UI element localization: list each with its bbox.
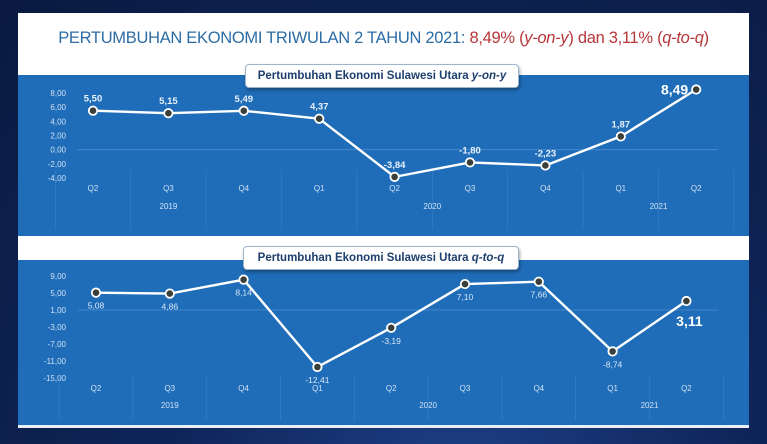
- year-label: 2021: [650, 202, 668, 211]
- chart-qtq-plot: 9,00 5,00 1,00 -3,00 -7,00 -11,00 -15,00 Q2 Q3 Q4…: [43, 272, 724, 420]
- chart-title-text: Pertumbuhan Ekonomi Sulawesi Utara: [257, 70, 472, 82]
- data-point-marker: [163, 108, 174, 119]
- year-label: 2020: [423, 202, 441, 211]
- y-tick-label: -11,00: [44, 357, 67, 366]
- x-tick-label: Q2: [91, 384, 102, 393]
- data-label: 5,49: [235, 94, 254, 105]
- y-tick-label: 4,00: [50, 117, 66, 126]
- chart-title-term: q-to-q: [471, 252, 505, 264]
- data-label: 1,87: [612, 119, 631, 130]
- year-label: 2020: [419, 401, 437, 410]
- y-tick-label: -7,00: [48, 340, 67, 349]
- data-label: -12,41: [305, 375, 329, 385]
- y-tick-label: -2,00: [48, 160, 67, 169]
- data-label: 5,15: [159, 96, 178, 107]
- data-point-marker: [615, 131, 626, 142]
- x-tick-label: Q1: [615, 184, 626, 193]
- data-point-marker: [238, 274, 249, 285]
- chart-yoy: 8,00 6,00 4,00 2,00 0,00 -2,00 -4,00 Q2 Q3 Q4 Q1 Q2…: [18, 75, 749, 236]
- year-label: 2019: [161, 401, 179, 410]
- data-label: -8,74: [603, 359, 623, 369]
- y-tick-label: 0,00: [50, 146, 66, 155]
- data-label: 7,10: [457, 292, 474, 302]
- x-tick-label: Q3: [465, 184, 476, 193]
- paren-close: ): [568, 29, 574, 47]
- y-tick-label: 2,00: [50, 132, 66, 141]
- qtq-term: q-to-q: [662, 29, 704, 47]
- y-tick-label: -4,00: [48, 174, 67, 183]
- yoy-value: 8,49%: [469, 29, 516, 47]
- x-tick-label: Q2: [386, 384, 397, 393]
- y-tick-label: 1,00: [50, 306, 66, 315]
- x-tick-label: Q2: [88, 184, 99, 193]
- x-tick-label: Q4: [238, 184, 249, 193]
- paren-close: ): [703, 29, 710, 47]
- x-tick-label: Q2: [691, 184, 702, 193]
- qtq-value: 3,11%: [608, 29, 653, 47]
- data-point-marker: [87, 105, 99, 116]
- data-label: 5,08: [88, 301, 105, 311]
- x-tick-label: Q1: [314, 184, 325, 193]
- data-point-marker: [459, 278, 471, 290]
- paren-open: (: [652, 29, 663, 47]
- y-tick-label: -3,00: [48, 323, 67, 332]
- title-prefix: PERTUMBUHAN EKONOMI TRIWULAN 2 TAHUN 202…: [58, 29, 470, 47]
- data-point-marker: [314, 113, 325, 124]
- chart-qtq: 9,00 5,00 1,00 -3,00 -7,00 -11,00 -15,00 Q2 Q3 Q4…: [18, 260, 749, 428]
- x-tick-label: Q1: [607, 384, 618, 393]
- chart-yoy-title: Pertumbuhan Ekonomi Sulawesi Utara y-on-…: [245, 64, 519, 88]
- x-tick-label: Q1: [312, 384, 323, 393]
- data-point-marker: [386, 322, 397, 333]
- data-point-marker: [90, 287, 102, 298]
- chart-title-term: y-on-y: [471, 70, 507, 82]
- y-tick-label: 5,00: [50, 289, 66, 298]
- x-tick-label: Q3: [163, 184, 174, 193]
- yoy-term: y-on-y: [524, 29, 569, 47]
- x-tick-label: Q3: [164, 384, 175, 393]
- chart-yoy-plot: 8,00 6,00 4,00 2,00 0,00 -2,00 -4,00 Q2 Q3 Q4 Q1 Q2…: [48, 82, 735, 230]
- y-tick-label: 6,00: [50, 103, 66, 112]
- data-point-marker: [464, 157, 476, 168]
- data-point-marker: [389, 171, 400, 182]
- x-tick-label: Q4: [238, 384, 249, 393]
- data-label: -1,80: [459, 145, 481, 156]
- x-tick-label: Q2: [681, 384, 692, 393]
- x-tick-label: Q4: [540, 184, 551, 193]
- y-tick-label: 9,00: [50, 272, 66, 281]
- data-point-marker: [540, 160, 551, 171]
- data-point-marker: [312, 361, 323, 373]
- x-tick-label: Q2: [389, 184, 400, 193]
- data-label: -3,84: [384, 160, 406, 171]
- y-tick-label: -15,00: [43, 374, 66, 383]
- data-label-highlight: 3,11: [676, 313, 703, 329]
- chart-qtq-title: Pertumbuhan Ekonomi Sulawesi Utara q-to-…: [243, 246, 519, 270]
- data-point-marker: [164, 288, 175, 299]
- data-point-marker: [238, 105, 249, 116]
- data-point-marker: [681, 295, 692, 307]
- page-title: PERTUMBUHAN EKONOMI TRIWULAN 2 TAHUN 202…: [18, 29, 749, 48]
- data-label: -2,23: [535, 148, 557, 159]
- data-point-marker: [607, 346, 618, 357]
- x-tick-label: Q4: [533, 384, 544, 393]
- x-tick-label: Q3: [460, 384, 471, 393]
- data-label: 8,14: [235, 288, 252, 298]
- data-point-marker: [533, 276, 544, 287]
- y-tick-label: 8,00: [50, 89, 66, 98]
- connector: dan: [573, 29, 609, 47]
- data-label-highlight: 8,49: [661, 82, 688, 98]
- data-label: 4,86: [162, 302, 179, 312]
- data-label: 5,50: [84, 94, 103, 105]
- chart-title-text: Pertumbuhan Ekonomi Sulawesi Utara: [257, 252, 472, 264]
- data-label: 7,66: [531, 290, 548, 300]
- data-label: -3,19: [382, 336, 402, 346]
- data-point-marker: [691, 84, 702, 95]
- data-label: 4,37: [310, 102, 329, 113]
- year-label: 2019: [160, 202, 178, 211]
- paren-open: (: [514, 29, 525, 47]
- year-label: 2021: [641, 401, 659, 410]
